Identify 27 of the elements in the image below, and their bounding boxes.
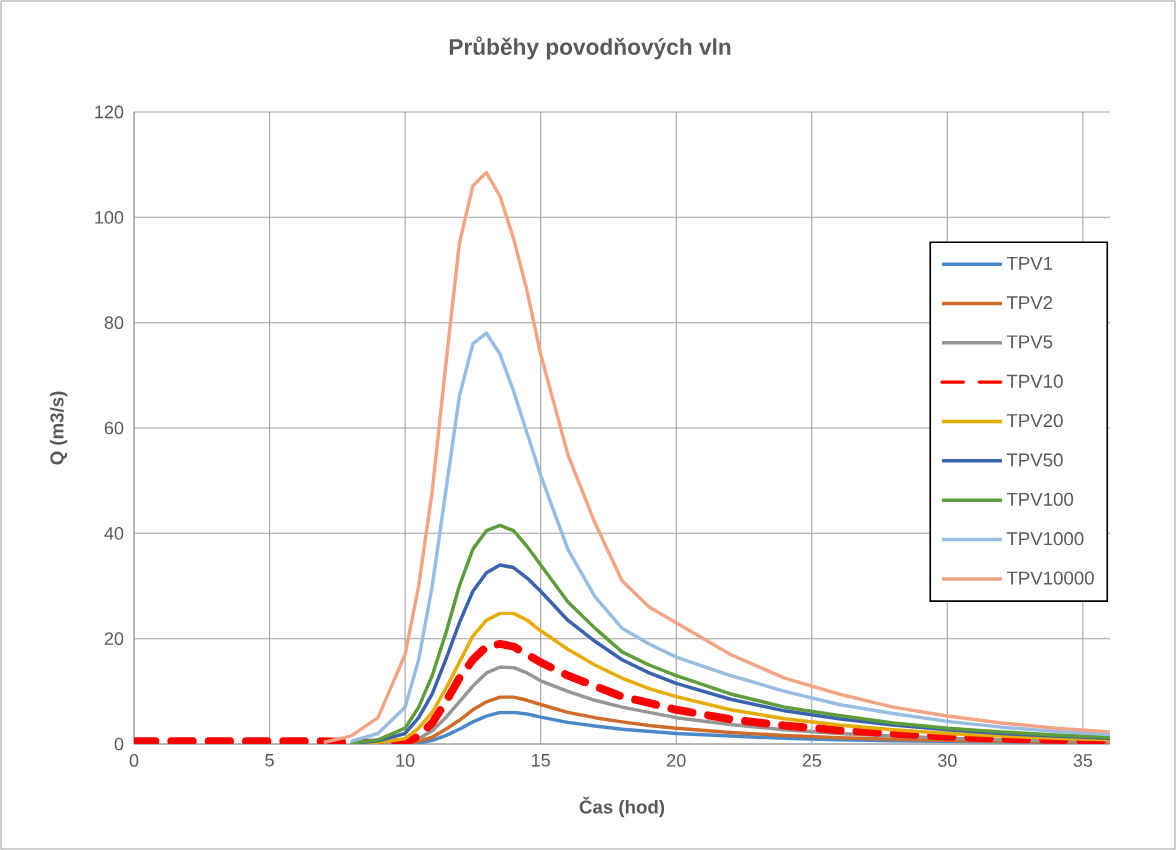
chart-title: Průběhy povodňových vln: [449, 36, 731, 60]
legend-label: TPV50: [1006, 453, 1063, 467]
x-tick-label: 5: [265, 754, 274, 767]
x-tick-label: 20: [667, 754, 686, 767]
x-tick-label: 0: [129, 754, 139, 767]
legend-label: TPV1000: [1006, 532, 1084, 546]
y-tick-label: 40: [104, 526, 124, 540]
legend-label: TPV1: [1006, 256, 1053, 270]
legend-label: TPV20: [1006, 413, 1063, 428]
x-axis-title: Čas (hod): [579, 796, 665, 818]
y-tick-label: 0: [114, 737, 124, 751]
legend-label: TPV5: [1006, 335, 1053, 349]
x-tick-label: 25: [802, 754, 822, 767]
x-tick-label: 30: [938, 754, 957, 767]
y-tick-label: 20: [104, 632, 124, 646]
y-tick-label: 120: [95, 105, 124, 119]
legend-label: TPV10000: [1006, 571, 1094, 585]
legend-label: TPV2: [1006, 296, 1053, 310]
legend-label: TPV10: [1006, 374, 1063, 388]
y-axis-title: Q (m3/s): [49, 391, 68, 465]
y-tick-label: 60: [104, 421, 124, 435]
legend-label: TPV100: [1006, 492, 1074, 506]
x-tick-label: 15: [532, 754, 550, 767]
x-tick-label: 35: [1073, 754, 1093, 767]
x-tick-label: 10: [396, 754, 415, 767]
y-tick-label: 100: [95, 210, 124, 224]
y-tick-label: 80: [104, 316, 124, 330]
